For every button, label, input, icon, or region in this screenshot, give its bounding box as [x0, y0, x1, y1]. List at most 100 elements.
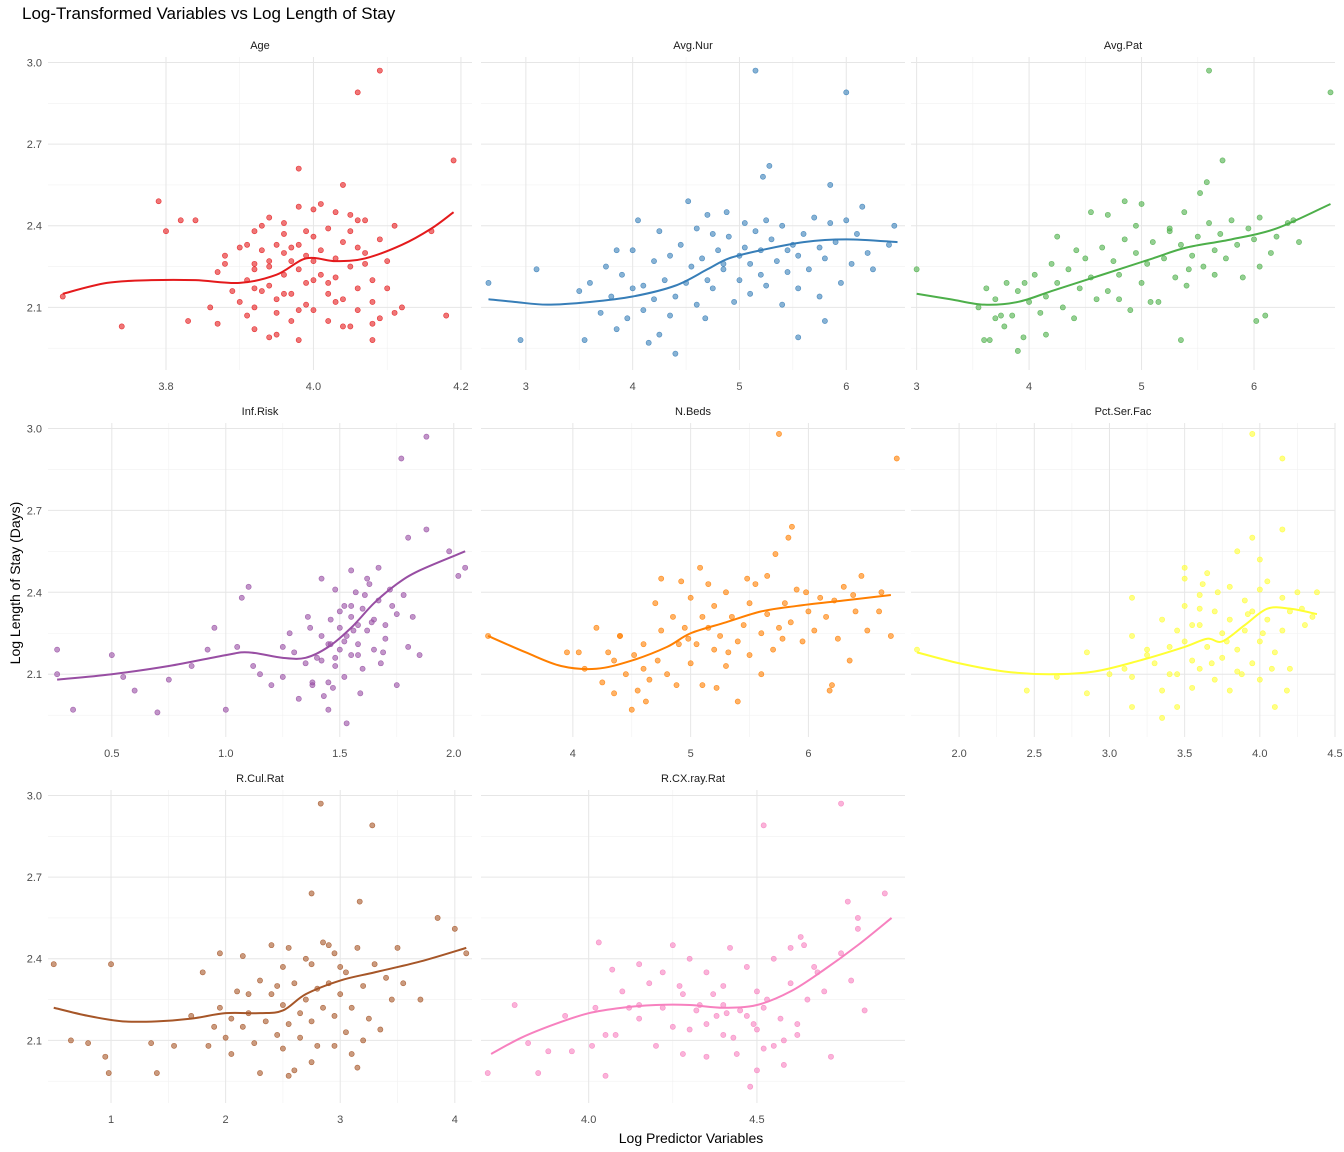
data-point [165, 676, 172, 683]
data-point [1181, 564, 1188, 571]
data-point [302, 955, 309, 962]
data-point [669, 1023, 676, 1030]
data-point [593, 624, 600, 631]
data-point [214, 320, 221, 327]
data-point [434, 915, 441, 921]
data-point [672, 293, 679, 300]
x-tick-label: 3 [914, 381, 920, 393]
y-tick-label: 3.0 [27, 423, 42, 435]
data-point [713, 684, 720, 691]
data-point [280, 1002, 286, 1008]
data-point [685, 198, 692, 205]
data-point [787, 619, 794, 626]
data-point [391, 309, 398, 316]
data-point [672, 350, 679, 357]
data-point [188, 663, 195, 669]
data-point [613, 247, 620, 254]
panel-strip-label: R.Cul.Rat [236, 773, 284, 785]
data-point [1223, 255, 1229, 262]
data-point [676, 983, 683, 989]
data-point [1014, 288, 1021, 294]
data-point [1147, 299, 1154, 305]
data-point [757, 271, 764, 278]
data-point [102, 1053, 109, 1060]
data-point [1264, 578, 1271, 585]
data-point [805, 266, 812, 273]
data-point [562, 1013, 569, 1019]
x-tick-label: 0.5 [104, 748, 119, 760]
data-point [314, 654, 320, 661]
data-point [794, 1032, 801, 1038]
data-point [843, 89, 850, 96]
data-point [634, 687, 641, 694]
data-point [327, 616, 334, 623]
data-point [177, 217, 184, 224]
data-point [50, 961, 57, 968]
data-point [239, 953, 246, 959]
data-point [1073, 247, 1080, 254]
data-point [291, 649, 298, 656]
data-point [266, 282, 273, 289]
data-point [394, 944, 401, 951]
data-point [376, 315, 383, 322]
data-point [1226, 616, 1233, 623]
data-point [1129, 674, 1135, 680]
smooth-line [488, 238, 898, 306]
data-point [332, 586, 339, 593]
y-tick-label: 3.0 [27, 57, 42, 69]
x-tick-label: 4 [452, 1114, 458, 1126]
data-point [805, 608, 812, 615]
y-tick-label: 2.1 [27, 669, 42, 681]
data-point [1200, 263, 1207, 270]
data-point [1084, 690, 1090, 697]
data-point [291, 1067, 298, 1074]
data-point [693, 225, 700, 232]
panel-inf-risk: Inf.Risk 0.5 1.0 1.5 2.0 2.1 2.4 2.7 3.0 [27, 406, 472, 760]
data-point [711, 603, 718, 609]
data-point [222, 1034, 229, 1041]
data-point [1104, 288, 1111, 294]
data-point [760, 1004, 767, 1011]
data-point [288, 290, 295, 297]
data-point [681, 624, 688, 631]
data-point [297, 1034, 304, 1041]
data-point [768, 236, 775, 243]
y-tick-label: 2.4 [27, 587, 42, 599]
data-point [770, 1042, 777, 1049]
data-point [228, 1051, 235, 1057]
data-point [799, 638, 806, 645]
data-point [273, 241, 280, 248]
data-point [535, 1070, 542, 1076]
data-point [1234, 548, 1241, 555]
data-point [803, 589, 809, 596]
data-point [859, 203, 866, 210]
y-tick-label: 3.0 [27, 790, 42, 802]
data-point [1241, 627, 1248, 634]
data-point [369, 277, 376, 284]
data-point [878, 589, 885, 596]
data-point [725, 649, 732, 656]
data-point [1267, 250, 1274, 256]
data-point [268, 942, 275, 949]
data-point [992, 315, 999, 322]
data-point [199, 969, 206, 976]
data-point [348, 652, 355, 658]
data-point [266, 214, 273, 221]
data-point [204, 646, 211, 653]
data-point [399, 304, 405, 311]
data-point [1249, 608, 1256, 615]
data-point [686, 955, 693, 962]
data-point [85, 1040, 92, 1047]
data-point [1194, 233, 1201, 240]
data-point [1127, 307, 1134, 314]
data-point [1271, 649, 1278, 656]
data-point [1181, 603, 1188, 609]
data-point [794, 1021, 801, 1027]
data-point [1082, 255, 1089, 262]
data-point [743, 964, 750, 970]
data-point [631, 652, 638, 658]
data-point [646, 980, 653, 987]
data-point [1206, 67, 1212, 74]
panel-strip-label: Pct.Ser.Fac [1095, 406, 1152, 418]
data-point [304, 613, 311, 620]
